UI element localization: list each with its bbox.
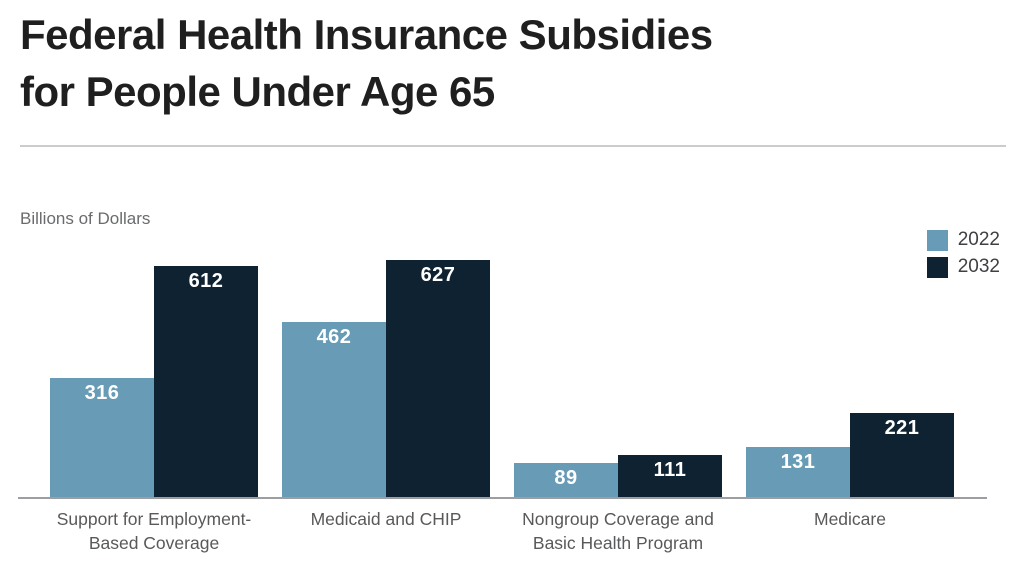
- legend-item-2022: 2022: [926, 229, 1000, 251]
- bar-value-label: 462: [316, 326, 352, 348]
- bar-value-label: 316: [84, 382, 120, 404]
- bar-group-medicaid-and-chip: 462 627: [282, 260, 490, 497]
- chart-legend: 2022 2032: [926, 229, 1000, 278]
- chart-title-line1: Federal Health Insurance Subsidies: [20, 11, 713, 58]
- bars-row: 316 612 462 627 89 111: [50, 260, 954, 497]
- category-label-medicare: Medicare: [814, 509, 886, 529]
- bar-2032-medicare: 221: [850, 413, 954, 497]
- bar-2032-medicaid-and-chip: 627: [386, 260, 490, 497]
- bar-group-employment-based-coverage: 316 612: [50, 266, 258, 497]
- category-label-employment-based-coverage: Support for Employment- Based Coverage: [56, 509, 252, 553]
- bar-2022-employment-based-coverage: 316: [50, 378, 154, 497]
- bar-value-label: 627: [420, 264, 456, 286]
- category-label-medicaid-and-chip: Medicaid and CHIP: [310, 509, 462, 529]
- x-axis-line: [18, 497, 987, 499]
- bar-group-nongroup-coverage: 89 111: [514, 455, 722, 497]
- category-label-nongroup-coverage: Nongroup Coverage and Basic Health Progr…: [522, 509, 714, 553]
- bar-value-label: 111: [653, 459, 687, 481]
- bar-2032-nongroup-coverage: 111: [618, 455, 722, 497]
- bar-group-medicare: 131 221: [746, 413, 954, 497]
- legend-label-2022: 2022: [957, 229, 1000, 250]
- chart-title-line2: for People Under Age 65: [20, 68, 495, 115]
- legend-item-2032: 2032: [926, 256, 1000, 278]
- bar-value-label: 612: [188, 270, 224, 292]
- bar-value-label: 89: [554, 467, 578, 489]
- legend-swatch-2022: [926, 229, 948, 251]
- category-labels-row: Support for Employment- Based Coverage M…: [50, 507, 954, 555]
- bar-2022-medicaid-and-chip: 462: [282, 322, 386, 497]
- legend-swatch-2032: [926, 256, 948, 278]
- bar-value-label: 221: [884, 417, 920, 439]
- bar-2022-medicare: 131: [746, 447, 850, 497]
- bar-value-label: 131: [780, 451, 816, 473]
- title-divider: [20, 145, 1006, 147]
- chart-title: Federal Health Insurance Subsidies for P…: [20, 6, 1010, 120]
- bar-2022-nongroup-coverage: 89: [514, 463, 618, 497]
- bar-2032-employment-based-coverage: 612: [154, 266, 258, 497]
- legend-label-2032: 2032: [957, 256, 1000, 277]
- y-axis-unit-label: Billions of Dollars: [20, 209, 151, 228]
